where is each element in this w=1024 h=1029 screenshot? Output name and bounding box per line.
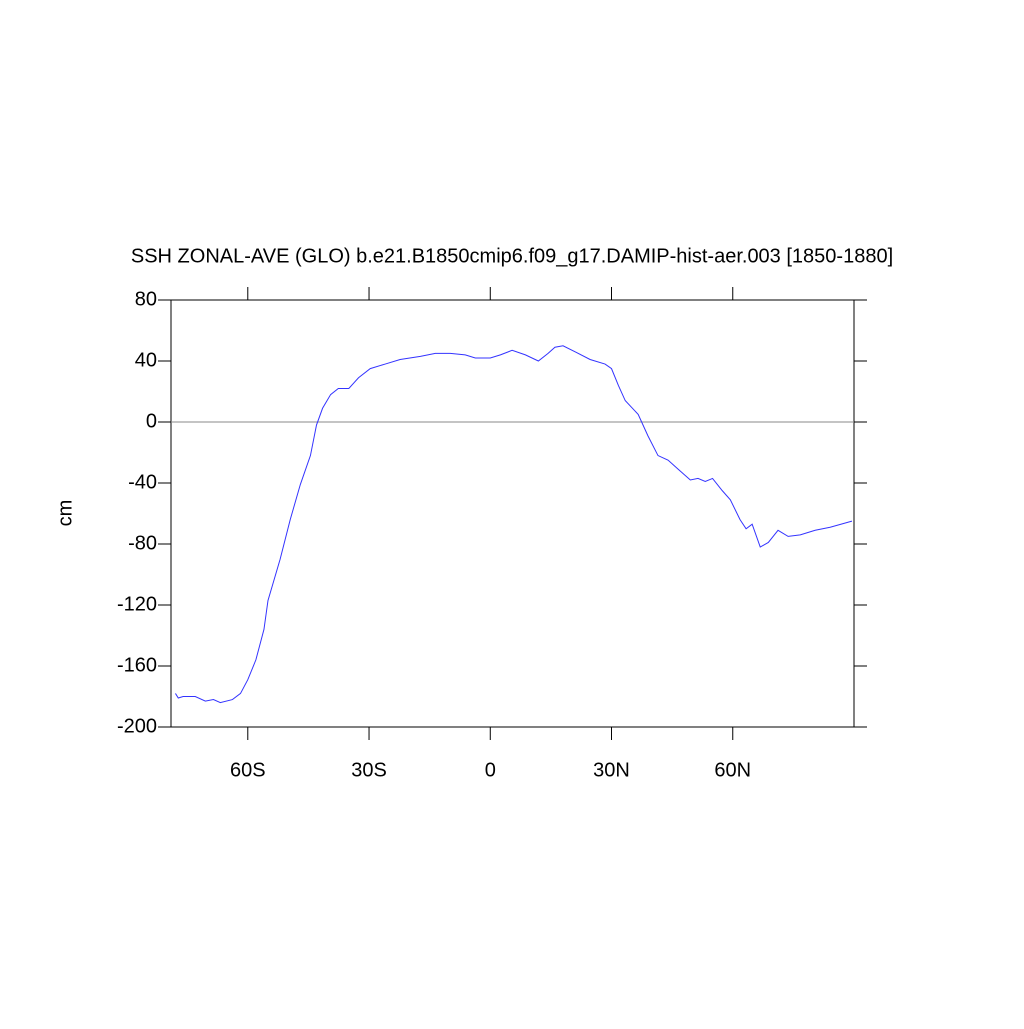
x-tick-label: 60N: [714, 759, 751, 781]
x-tick-label: 30N: [593, 759, 630, 781]
y-tick-label: -200: [117, 715, 157, 737]
plot-frame: [170, 299, 855, 728]
y-tick-label: -40: [128, 471, 157, 493]
y-axis-label: cm: [54, 500, 76, 527]
x-tick-label: 30S: [351, 759, 387, 781]
y-tick-label: 40: [135, 349, 157, 371]
data-line: [175, 345, 853, 704]
y-tick-label: -160: [117, 654, 157, 676]
y-tick-label: -120: [117, 593, 157, 615]
y-tick-label: 80: [135, 288, 157, 310]
x-tick-label: 60S: [230, 759, 266, 781]
chart-title: SSH ZONAL-AVE (GLO) b.e21.B1850cmip6.f09…: [131, 245, 893, 267]
y-tick-label: 0: [146, 410, 157, 432]
y-tick-label: -80: [128, 532, 157, 554]
x-tick-label: 0: [485, 759, 496, 781]
